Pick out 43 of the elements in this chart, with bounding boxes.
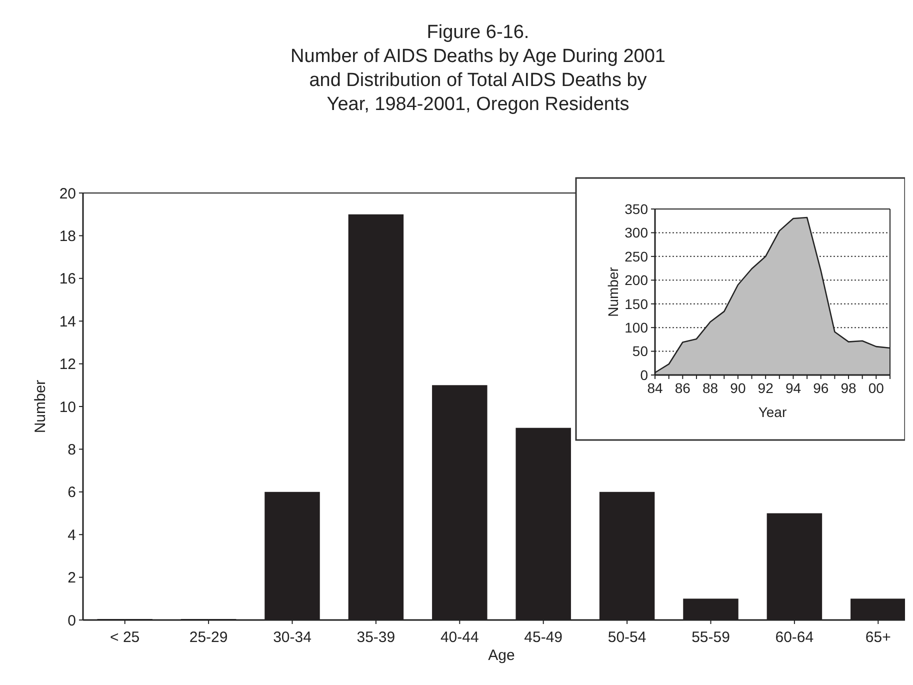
y-tick-label: 100	[624, 319, 648, 336]
x-tick-label: 35-39	[356, 629, 396, 646]
y-tick-label: 2	[68, 570, 76, 587]
y-tick-label: 16	[59, 270, 76, 288]
y-tick-label: 10	[59, 398, 76, 416]
y-tick-label: 20	[59, 185, 76, 202]
y-tick-label: 4	[68, 526, 76, 544]
y-tick-label: 6	[68, 484, 76, 502]
y-tick-label: 150	[624, 296, 648, 312]
y-axis-title: Number	[605, 266, 621, 317]
y-tick-label: 12	[59, 356, 76, 374]
x-tick-label: 45-49	[524, 629, 563, 646]
x-axis-title: Age	[488, 647, 515, 664]
x-tick-label: 30-34	[273, 629, 312, 646]
x-tick-label: 00	[868, 380, 884, 396]
x-tick-label: 60-64	[775, 629, 814, 646]
y-tick-label: 14	[59, 313, 76, 330]
x-tick-label: 40-44	[440, 629, 479, 646]
x-tick-label: 88	[702, 380, 718, 396]
y-tick-label: 18	[59, 228, 76, 245]
x-tick-label: 96	[813, 380, 829, 396]
x-tick-label: 98	[840, 380, 857, 396]
y-tick-label: 250	[624, 248, 648, 264]
chart-title: Figure 6-16. Number of AIDS Deaths by Age During 2001 and Distribution of Total AIDS Deaths by Year, 1984-2001, Oregon Residents	[290, 22, 666, 115]
y-tick-label: 0	[640, 366, 648, 383]
x-tick-label: 92	[758, 380, 774, 396]
x-tick-label: 55-59	[692, 629, 730, 646]
y-tick-label: 300	[624, 224, 648, 241]
x-tick-label: 86	[674, 380, 691, 396]
y-tick-label: 200	[624, 272, 648, 288]
x-tick-label: 50-54	[608, 629, 646, 646]
x-tick-label: 84	[647, 380, 663, 396]
x-tick-label: 65+	[865, 629, 892, 646]
y-tick-label: 0	[68, 612, 76, 630]
y-tick-label: 50	[632, 343, 648, 360]
y-tick-label: 350	[624, 200, 648, 217]
y-tick-label: 8	[68, 441, 76, 458]
x-axis-title: Year	[758, 404, 787, 420]
y-axis-title: Number	[32, 380, 49, 434]
x-tick-label: 90	[730, 380, 746, 396]
x-tick-label: < 25	[110, 629, 140, 646]
x-tick-label: 25-29	[189, 629, 228, 646]
x-tick-label: 94	[785, 380, 802, 396]
